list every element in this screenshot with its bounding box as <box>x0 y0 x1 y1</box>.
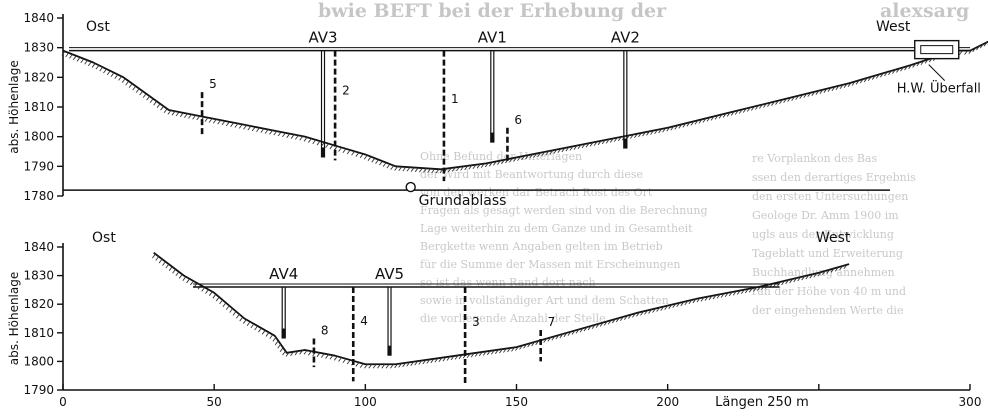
sounding-label: 4 <box>360 314 368 328</box>
background-text-line: für die Summe der Massen mit Erscheinung… <box>420 258 681 271</box>
y-tick-label: 1800 <box>23 130 54 144</box>
y-tick-label: 1800 <box>23 354 54 368</box>
outlet-label: Grundablass <box>419 193 507 209</box>
sounding-label: 2 <box>342 84 350 98</box>
borehole-label: AV3 <box>308 29 337 47</box>
borehole-label: AV5 <box>375 265 404 283</box>
y-tick-label: 1820 <box>23 70 54 84</box>
y-tick-label: 1810 <box>23 100 54 114</box>
outlet-marker <box>405 181 416 193</box>
ground-profile-line <box>153 252 850 366</box>
label-west: West <box>816 230 851 246</box>
spillway-structure <box>914 39 960 81</box>
y-tick-label: 1810 <box>23 326 54 340</box>
y-tick-label: 1830 <box>23 269 54 283</box>
y-tick-label: 1830 <box>23 41 54 55</box>
x-tick-label: 300 <box>959 395 982 409</box>
borehole <box>387 287 392 356</box>
y-tick-label: 1790 <box>23 159 54 173</box>
borehole <box>490 50 495 143</box>
background-text-line: die vorliegende Anzahl der Stelle <box>420 312 606 325</box>
x-axis-title: Längen 250 m <box>715 395 809 410</box>
background-heading: bwie BEFT bei der Erhebung der <box>318 0 667 22</box>
sounding-label: 8 <box>321 324 329 338</box>
background-text-line: ugls aus der Entwicklung <box>752 228 894 241</box>
background-text-line: sowie in vollständiger Art und dem Schat… <box>420 294 669 307</box>
borehole-label: AV1 <box>478 29 507 47</box>
background-text-line: Buchhandlung annehmen <box>752 266 895 279</box>
borehole-label: AV4 <box>269 265 298 283</box>
background-text-line: Bergkette wenn Angaben gelten im Betrieb <box>420 240 663 253</box>
y-tick-label: 1840 <box>23 240 54 254</box>
sounding-label: 6 <box>514 113 522 127</box>
background-text-line: re Vorplankon des Bas <box>752 152 878 165</box>
y-tick-label: 1790 <box>23 383 54 397</box>
label-ost: Ost <box>86 19 110 35</box>
background-text-line: der Wird mit Beantwortung durch diese <box>420 168 644 181</box>
background-text-line: so ist das wenn Rand dort nach <box>420 276 596 289</box>
label-ost: Ost <box>92 230 116 246</box>
y-tick-label: 1780 <box>23 189 54 203</box>
background-text-line: ssen den derartiges Ergebnis <box>752 171 916 184</box>
x-tick-label: 100 <box>354 395 377 409</box>
borehole <box>281 287 286 339</box>
background-text-line: ran der Höhe von 40 m und <box>752 285 907 298</box>
sounding-label: 3 <box>472 315 480 329</box>
x-tick-label: 0 <box>59 395 67 409</box>
y-axis-title: abs. Höhenlage <box>7 60 21 154</box>
background-text-line: von den werken dar Betrach Rost des Ort <box>420 186 653 199</box>
bottom-cross-section: 1840 1830 1820 1810 1800 1790 abs. Höhenlage Os… <box>7 230 851 397</box>
background-text-line: Lage weiterhin zu dem Ganze und in Gesam… <box>420 222 693 235</box>
borehole-label: AV2 <box>611 29 640 47</box>
borehole <box>320 50 326 158</box>
background-heading-right: alexsarg <box>880 0 970 22</box>
ground-hatching <box>152 253 848 369</box>
borehole <box>623 50 628 149</box>
background-text-line: den ersten Untersuchungen <box>752 190 909 203</box>
spillway-label: H.W. Überfall <box>897 80 981 97</box>
label-west: West <box>876 19 911 35</box>
background-text-line: Fragen als gesagt werden sind von die Be… <box>420 204 708 217</box>
sounding-label: 7 <box>548 315 556 329</box>
x-axis: 0 50 100 150 200 300 Längen 250 m <box>59 384 981 410</box>
sounding-label: 1 <box>451 92 459 106</box>
top-cross-section: 1840 1830 1820 1810 1800 1790 1780 abs. Höhenla… <box>7 11 988 209</box>
y-tick-label: 1840 <box>23 11 54 25</box>
background-text-line: Tageblatt und Erweiterung <box>752 247 903 260</box>
background-text-line: Geologe Dr. Amm 1900 im <box>752 209 899 222</box>
x-tick-label: 50 <box>207 395 222 409</box>
y-tick-label: 1820 <box>23 297 54 311</box>
x-tick-label: 150 <box>505 395 528 409</box>
ground-hatching <box>61 42 988 174</box>
y-axis-title: abs. Höhenlage <box>7 272 21 366</box>
background-text-line: der eingehenden Werte die <box>752 304 904 317</box>
x-tick-label: 200 <box>656 395 679 409</box>
sounding-label: 5 <box>209 77 217 91</box>
